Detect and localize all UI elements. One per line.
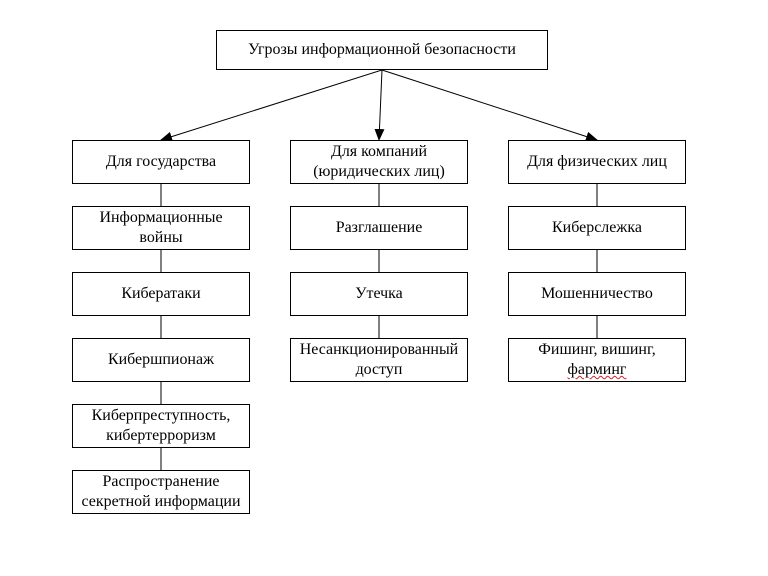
- node-unauth-access-label: Несанкционированный доступ: [300, 340, 458, 380]
- node-cyberespionage: Кибершпионаж: [72, 338, 250, 382]
- node-leak: Утечка: [290, 272, 468, 316]
- node-individuals: Для физических лиц: [508, 140, 686, 184]
- node-secret-info: Распространение секретной информации: [72, 470, 250, 514]
- spellcheck-underline: фарминг: [568, 361, 627, 378]
- node-individuals-label: Для физических лиц: [527, 152, 667, 172]
- node-companies-label: Для компаний (юридических лиц): [313, 142, 445, 182]
- node-fraud: Мошенничество: [508, 272, 686, 316]
- node-phishing-label: Фишинг, вишинг, фарминг: [538, 340, 655, 380]
- node-cybercrime-label: Киберпреступность, кибертерроризм: [92, 406, 231, 446]
- node-phishing: Фишинг, вишинг, фарминг: [508, 338, 686, 382]
- node-companies: Для компаний (юридических лиц): [290, 140, 468, 184]
- node-fraud-label: Мошенничество: [541, 284, 653, 304]
- node-disclosure: Разглашение: [290, 206, 468, 250]
- node-state: Для государства: [72, 140, 250, 184]
- node-info-wars: Информационные войны: [72, 206, 250, 250]
- node-cyberattacks: Кибератаки: [72, 272, 250, 316]
- node-root-label: Угрозы информационной безопасности: [248, 40, 516, 60]
- node-cybersurveillance-label: Киберслежка: [552, 218, 642, 238]
- node-info-wars-label: Информационные войны: [79, 208, 243, 248]
- node-cybersurveillance: Киберслежка: [508, 206, 686, 250]
- node-cybercrime: Киберпреступность, кибертерроризм: [72, 404, 250, 448]
- node-unauth-access: Несанкционированный доступ: [290, 338, 468, 382]
- node-state-label: Для государства: [106, 152, 216, 172]
- node-cyberattacks-label: Кибератаки: [121, 284, 200, 304]
- node-leak-label: Утечка: [355, 284, 403, 304]
- node-cyberespionage-label: Кибершпионаж: [108, 350, 214, 370]
- node-disclosure-label: Разглашение: [336, 218, 423, 238]
- node-root: Угрозы информационной безопасности: [216, 30, 548, 70]
- node-secret-info-label: Распространение секретной информации: [82, 472, 241, 512]
